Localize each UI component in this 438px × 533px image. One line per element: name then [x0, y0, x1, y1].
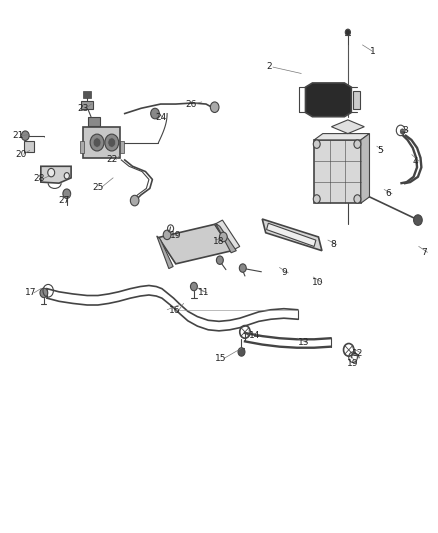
- Polygon shape: [215, 223, 236, 253]
- Circle shape: [163, 230, 171, 240]
- Text: 1: 1: [370, 47, 375, 56]
- Text: 12: 12: [352, 349, 363, 358]
- Polygon shape: [41, 166, 71, 183]
- Circle shape: [191, 282, 198, 291]
- Bar: [83, 91, 91, 98]
- Text: 7: 7: [421, 248, 427, 257]
- Text: 6: 6: [385, 189, 392, 198]
- Polygon shape: [157, 236, 173, 269]
- Circle shape: [354, 140, 361, 148]
- Text: 19: 19: [170, 231, 181, 240]
- Text: 22: 22: [106, 155, 118, 164]
- Circle shape: [238, 348, 245, 356]
- Text: 8: 8: [330, 240, 336, 249]
- Text: 3: 3: [402, 126, 408, 135]
- Circle shape: [48, 168, 55, 177]
- Circle shape: [151, 108, 159, 119]
- Text: 19: 19: [347, 359, 359, 368]
- Text: 2: 2: [266, 62, 272, 70]
- Polygon shape: [332, 120, 364, 134]
- Circle shape: [108, 138, 116, 147]
- Circle shape: [21, 131, 29, 140]
- Text: 25: 25: [92, 183, 104, 192]
- Circle shape: [413, 215, 422, 225]
- Text: 20: 20: [15, 150, 27, 159]
- Circle shape: [239, 264, 246, 272]
- Bar: [25, 141, 34, 151]
- Text: 10: 10: [312, 278, 323, 287]
- Text: 18: 18: [213, 237, 225, 246]
- Text: 21: 21: [12, 131, 24, 140]
- Text: 5: 5: [377, 146, 383, 155]
- Bar: [83, 127, 120, 158]
- Bar: [88, 117, 100, 126]
- Polygon shape: [314, 134, 370, 140]
- Polygon shape: [262, 219, 322, 251]
- Bar: [81, 101, 93, 109]
- Text: 17: 17: [25, 288, 37, 297]
- Text: 28: 28: [34, 174, 45, 183]
- Text: 14: 14: [249, 330, 260, 340]
- Circle shape: [400, 129, 405, 134]
- Circle shape: [210, 102, 219, 112]
- Polygon shape: [215, 220, 240, 251]
- Circle shape: [63, 189, 71, 198]
- Circle shape: [90, 134, 104, 151]
- Circle shape: [216, 256, 223, 264]
- Text: 9: 9: [282, 268, 288, 277]
- Text: 16: 16: [169, 306, 180, 316]
- Polygon shape: [305, 83, 351, 117]
- Circle shape: [313, 140, 320, 148]
- Text: 23: 23: [77, 104, 88, 113]
- Circle shape: [345, 29, 350, 36]
- Circle shape: [354, 195, 361, 203]
- Text: 24: 24: [155, 113, 167, 122]
- Text: 13: 13: [297, 338, 309, 347]
- Circle shape: [40, 288, 48, 297]
- Text: 26: 26: [185, 100, 197, 109]
- Circle shape: [64, 173, 69, 179]
- Text: 11: 11: [198, 288, 210, 297]
- Circle shape: [93, 138, 101, 147]
- Bar: [314, 140, 361, 203]
- Bar: [80, 141, 84, 152]
- Bar: [120, 141, 124, 152]
- Bar: [353, 91, 360, 109]
- Polygon shape: [361, 134, 370, 203]
- Circle shape: [219, 232, 227, 241]
- Text: 15: 15: [215, 354, 227, 363]
- Circle shape: [105, 134, 119, 151]
- Polygon shape: [159, 224, 232, 264]
- Text: 4: 4: [413, 157, 419, 166]
- Text: 27: 27: [59, 196, 70, 205]
- Circle shape: [313, 195, 320, 203]
- Circle shape: [131, 195, 139, 206]
- Polygon shape: [267, 223, 316, 246]
